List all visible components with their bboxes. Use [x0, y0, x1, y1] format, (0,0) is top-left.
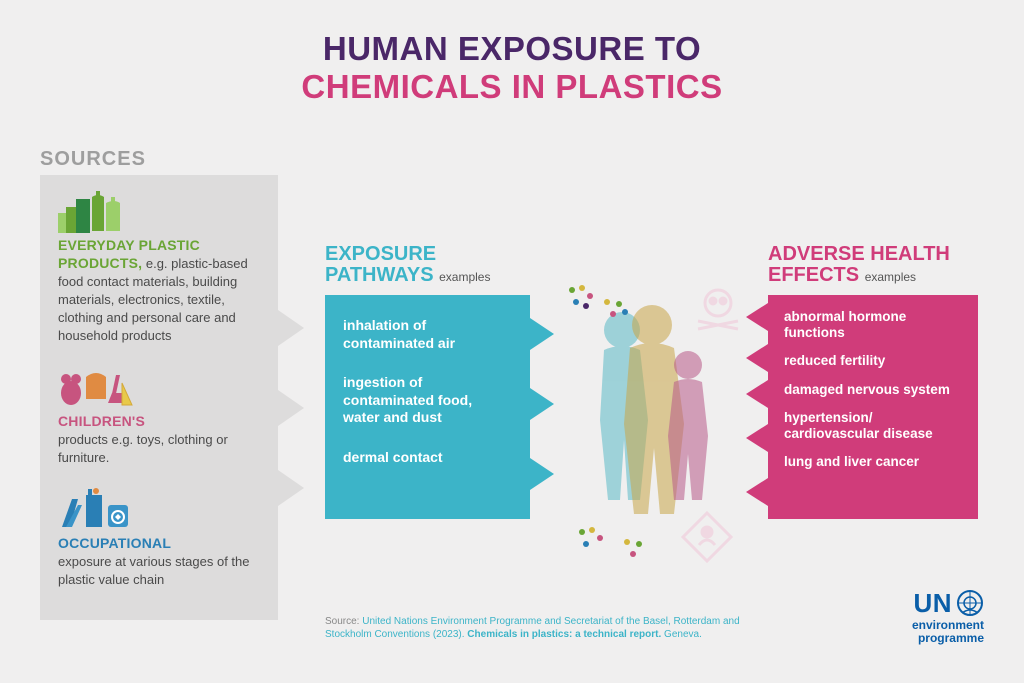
- effect-item: reduced fertility: [784, 353, 962, 369]
- arrow-icon: [746, 303, 768, 331]
- title-line1: HUMAN EXPOSURE TO: [40, 30, 984, 68]
- sources-label: SOURCES: [40, 148, 146, 171]
- infographic-page: HUMAN EXPOSURE TO CHEMICALS IN PLASTICS …: [0, 0, 1024, 683]
- citation: Source: United Nations Environment Progr…: [325, 615, 755, 641]
- effects-sublabel: examples: [865, 270, 916, 284]
- source-everyday: EVERYDAY PLASTIC PRODUCTS, e.g. plastic-…: [58, 189, 260, 345]
- arrow-icon: [278, 310, 304, 346]
- sources-box: EVERYDAY PLASTIC PRODUCTS, e.g. plastic-…: [40, 175, 278, 620]
- skull-icon: [690, 285, 746, 338]
- effects-box: abnormal hormone functions reduced ferti…: [768, 295, 978, 519]
- un-sub2: programme: [912, 632, 984, 645]
- citation-suffix: Geneva.: [661, 629, 702, 640]
- effect-item: hypertension/ cardiovascular disease: [784, 410, 962, 442]
- effect-item: damaged nervous system: [784, 382, 962, 398]
- bottles-icon: [58, 189, 260, 233]
- arrow-icon: [746, 344, 768, 372]
- effect-item: lung and liver cancer: [784, 454, 962, 470]
- arrow-icon: [746, 380, 768, 408]
- particles-icon: [565, 283, 605, 313]
- arrow-icon: [530, 388, 554, 420]
- effects-label: ADVERSE HEALTHEFFECTS examples: [768, 244, 950, 286]
- source-title: OCCUPATIONAL: [58, 535, 171, 551]
- particles-icon: [575, 525, 615, 555]
- source-title: CHILDREN'S: [58, 413, 145, 429]
- un-logo: UN environment programme: [912, 588, 984, 645]
- citation-title: Chemicals in plastics: a technical repor…: [467, 629, 661, 640]
- pathways-box: inhalation of contaminated air ingestion…: [325, 295, 530, 519]
- pathways-label: EXPOSUREPATHWAYS examples: [325, 244, 490, 286]
- un-emblem-icon: [956, 589, 984, 617]
- pathways-sublabel: examples: [439, 270, 490, 284]
- un-text: UN: [913, 588, 952, 619]
- arrow-icon: [746, 424, 768, 452]
- title-line2: CHEMICALS IN PLASTICS: [40, 68, 984, 106]
- citation-prefix: Source:: [325, 616, 362, 627]
- pathway-item: inhalation of contaminated air: [343, 317, 512, 352]
- arrow-icon: [746, 478, 768, 506]
- industry-icon: [58, 487, 260, 531]
- title-block: HUMAN EXPOSURE TO CHEMICALS IN PLASTICS: [40, 30, 984, 106]
- toys-icon: [58, 365, 260, 409]
- effects-label-text: ADVERSE HEALTHEFFECTS: [768, 243, 950, 286]
- source-occupational: OCCUPATIONAL exposure at various stages …: [58, 487, 260, 589]
- pathway-item: ingestion of contaminated food, water an…: [343, 374, 512, 427]
- pathway-item: dermal contact: [343, 449, 512, 467]
- arrow-icon: [530, 458, 554, 490]
- hazard-icon: [680, 510, 734, 569]
- pathways-label-text: EXPOSUREPATHWAYS: [325, 243, 436, 286]
- source-desc: products e.g. toys, clothing or furnitur…: [58, 432, 228, 465]
- source-children: CHILDREN'S products e.g. toys, clothing …: [58, 365, 260, 467]
- arrow-icon: [278, 470, 304, 506]
- particles-icon: [600, 295, 640, 325]
- source-desc: exposure at various stages of the plasti…: [58, 554, 250, 587]
- arrow-icon: [530, 318, 554, 350]
- effect-item: abnormal hormone functions: [784, 309, 962, 341]
- particles-icon: [620, 535, 660, 565]
- arrow-icon: [278, 390, 304, 426]
- un-sub1: environment: [912, 619, 984, 632]
